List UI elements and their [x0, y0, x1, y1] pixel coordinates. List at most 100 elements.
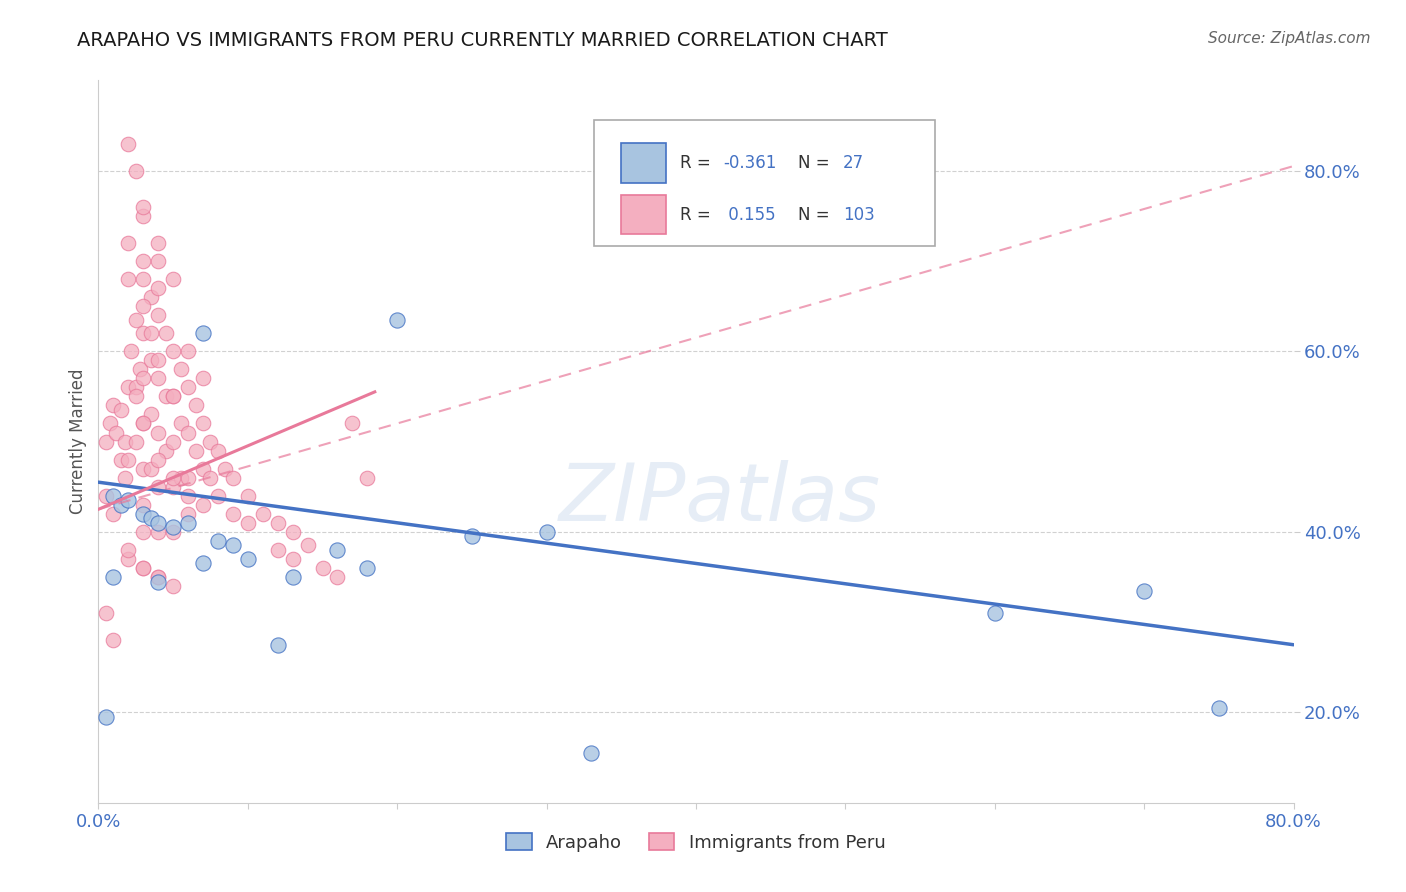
Text: Source: ZipAtlas.com: Source: ZipAtlas.com [1208, 31, 1371, 46]
Point [139, 511, 162, 525]
Point [1133, 583, 1156, 598]
Point [169, 362, 191, 376]
Point [281, 570, 304, 584]
Point [132, 561, 155, 575]
Point [110, 452, 132, 467]
Point [155, 443, 177, 458]
Point [125, 380, 148, 394]
Point [132, 371, 155, 385]
Point [155, 326, 177, 340]
Point [110, 498, 132, 512]
Point [117, 272, 139, 286]
Point [342, 417, 364, 431]
Point [125, 163, 148, 178]
Text: R =: R = [681, 205, 711, 224]
Text: N =: N = [797, 205, 830, 224]
Point [98, 417, 122, 431]
Point [207, 489, 229, 503]
Point [103, 507, 125, 521]
Point [162, 524, 184, 539]
Point [162, 389, 184, 403]
Point [117, 552, 139, 566]
FancyBboxPatch shape [620, 194, 666, 235]
Point [356, 561, 378, 575]
Point [120, 344, 142, 359]
Text: ARAPAHO VS IMMIGRANTS FROM PERU CURRENTLY MARRIED CORRELATION CHART: ARAPAHO VS IMMIGRANTS FROM PERU CURRENTL… [77, 31, 889, 50]
Point [169, 470, 191, 484]
Point [132, 461, 155, 475]
Point [110, 403, 132, 417]
Point [191, 326, 214, 340]
Point [236, 552, 259, 566]
Point [177, 425, 200, 440]
Point [148, 524, 170, 539]
Text: R =: R = [681, 154, 711, 172]
Point [132, 272, 155, 286]
Point [281, 552, 304, 566]
Point [132, 561, 155, 575]
Point [132, 524, 155, 539]
Point [132, 417, 155, 431]
Point [125, 434, 148, 449]
Point [236, 489, 259, 503]
Point [148, 570, 170, 584]
Point [222, 538, 245, 552]
Point [162, 470, 184, 484]
Point [207, 533, 229, 548]
Point [326, 570, 349, 584]
FancyBboxPatch shape [620, 144, 666, 183]
Point [114, 434, 136, 449]
Point [162, 389, 184, 403]
Point [148, 371, 170, 385]
Point [177, 516, 200, 530]
Point [94, 606, 117, 620]
Point [105, 425, 128, 440]
Point [461, 529, 484, 543]
Point [132, 498, 155, 512]
Point [103, 633, 125, 648]
Point [148, 480, 170, 494]
Text: 27: 27 [844, 154, 865, 172]
Text: ZIPatlas: ZIPatlas [558, 460, 882, 539]
Point [117, 542, 139, 557]
Point [117, 380, 139, 394]
Point [148, 281, 170, 295]
Point [191, 461, 214, 475]
Point [103, 489, 125, 503]
Point [94, 434, 117, 449]
Point [117, 493, 139, 508]
Point [326, 542, 349, 557]
Text: N =: N = [797, 154, 830, 172]
Point [132, 299, 155, 313]
Point [148, 235, 170, 250]
Point [162, 579, 184, 593]
Point [139, 353, 162, 368]
Point [236, 516, 259, 530]
Point [117, 452, 139, 467]
Point [177, 344, 200, 359]
Point [177, 507, 200, 521]
Point [148, 253, 170, 268]
Point [132, 507, 155, 521]
Point [94, 710, 117, 724]
Point [311, 561, 333, 575]
Point [139, 290, 162, 304]
Point [297, 538, 319, 552]
Point [139, 408, 162, 422]
Point [267, 516, 290, 530]
Point [132, 209, 155, 223]
Point [139, 326, 162, 340]
Point [200, 470, 222, 484]
Point [125, 389, 148, 403]
Point [162, 480, 184, 494]
Point [184, 443, 207, 458]
Point [222, 470, 245, 484]
Point [148, 570, 170, 584]
Point [267, 542, 290, 557]
Point [191, 417, 214, 431]
Point [103, 570, 125, 584]
Point [114, 470, 136, 484]
Point [214, 461, 236, 475]
Point [125, 312, 148, 326]
Point [191, 371, 214, 385]
